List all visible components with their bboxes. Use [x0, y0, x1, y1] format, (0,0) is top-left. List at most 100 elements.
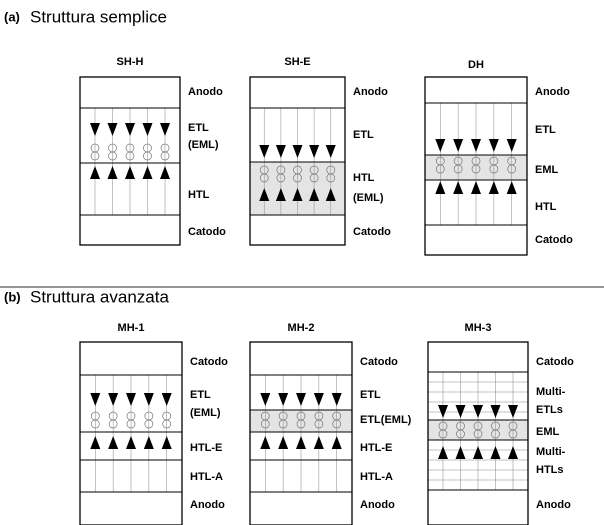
device-box	[249, 76, 346, 246]
hole-arrow	[278, 436, 289, 449]
electron-arrow	[108, 393, 119, 406]
hole-arrow	[473, 446, 483, 459]
exciton	[278, 419, 288, 429]
electron-arrow	[90, 393, 101, 406]
hole-arrow	[90, 166, 100, 179]
layer-label: Catodo	[188, 226, 226, 238]
exciton	[507, 164, 517, 174]
device-box	[424, 76, 528, 256]
exciton	[143, 151, 152, 161]
hole-arrow	[435, 181, 446, 194]
layer-label: EML	[536, 426, 560, 438]
electron-arrow	[473, 405, 483, 418]
electron-arrow	[296, 393, 306, 406]
exciton	[314, 419, 324, 429]
electron-arrow	[471, 139, 481, 152]
hole-arrow	[296, 436, 306, 449]
section-title: Struttura semplice	[30, 7, 167, 26]
electron-arrow	[160, 123, 170, 136]
exciton	[438, 429, 448, 439]
device-box	[427, 341, 529, 525]
layer-label: HTL	[353, 172, 375, 184]
electron-arrow	[331, 393, 342, 406]
exciton	[309, 173, 319, 183]
panel-title: MH-1	[118, 322, 145, 334]
electron-arrow	[161, 393, 172, 406]
section-letter: (b)	[4, 289, 21, 304]
hole-arrow	[453, 181, 464, 194]
electron-arrow	[455, 405, 466, 418]
layer-label: ETL(EML)	[360, 414, 412, 426]
electron-arrow	[309, 145, 320, 158]
layer-label: Anodo	[353, 86, 388, 98]
section-letter: (a)	[4, 9, 20, 24]
layer-label: ETL	[535, 124, 556, 136]
layer-label: (EML)	[353, 192, 384, 204]
layer-label: Catodo	[353, 226, 391, 238]
exciton	[276, 173, 286, 183]
panel-title: SH-E	[284, 56, 310, 68]
layer-label: ETL	[188, 122, 209, 134]
hole-arrow	[259, 188, 270, 201]
exciton	[453, 164, 463, 174]
exciton	[296, 419, 306, 429]
hole-arrow	[506, 181, 517, 194]
layer-label: Catodo	[190, 356, 228, 368]
layer-label: Multi-	[536, 386, 566, 398]
exciton	[491, 429, 500, 439]
layer-label: Anodo	[190, 499, 225, 511]
hole-arrow	[275, 188, 286, 201]
electron-arrow	[438, 405, 448, 418]
electron-arrow	[142, 123, 153, 136]
electron-arrow	[313, 393, 324, 406]
hole-arrow	[143, 436, 154, 449]
exciton	[90, 419, 100, 429]
hole-arrow	[160, 166, 170, 179]
hole-arrow	[90, 436, 101, 449]
section-title: Struttura avanzata	[30, 287, 169, 306]
layer-label: Anodo	[188, 86, 223, 98]
layer-label: Anodo	[535, 86, 570, 98]
electron-arrow	[260, 393, 271, 406]
hole-arrow	[488, 181, 499, 194]
hole-arrow	[292, 188, 303, 201]
exciton	[473, 429, 483, 439]
layer-label: HTL	[188, 189, 210, 201]
hole-arrow	[142, 166, 153, 179]
hole-arrow	[260, 436, 271, 449]
exciton	[108, 419, 118, 429]
layer-label: ETL	[360, 389, 381, 401]
layer-label: HTL-E	[360, 442, 392, 454]
device-box	[79, 341, 183, 525]
exciton	[489, 164, 499, 174]
layer-label: Catodo	[536, 356, 574, 368]
layer-label: Catodo	[535, 234, 573, 246]
hole-arrow	[508, 446, 518, 459]
device-box	[79, 76, 181, 246]
exciton	[293, 173, 302, 183]
exciton	[144, 419, 154, 429]
hole-arrow	[125, 166, 135, 179]
electron-arrow	[292, 145, 303, 158]
panel-title: SH-H	[117, 56, 144, 68]
hole-arrow	[313, 436, 324, 449]
electron-arrow	[508, 405, 518, 418]
exciton	[125, 151, 135, 161]
electron-arrow	[275, 145, 286, 158]
electron-arrow	[125, 123, 135, 136]
device-box	[249, 341, 353, 525]
layer-label: ETLs	[536, 404, 563, 416]
panel-title: DH	[468, 59, 484, 71]
panel-title: MH-3	[465, 322, 492, 334]
electron-arrow	[126, 393, 136, 406]
hole-arrow	[490, 446, 501, 459]
exciton	[435, 164, 445, 174]
layer-label: HTL-E	[190, 442, 222, 454]
exciton	[471, 164, 481, 174]
hole-arrow	[438, 446, 448, 459]
electron-arrow	[453, 139, 464, 152]
electron-arrow	[506, 139, 517, 152]
exciton	[456, 429, 465, 439]
layer-label: HTL	[535, 201, 557, 213]
